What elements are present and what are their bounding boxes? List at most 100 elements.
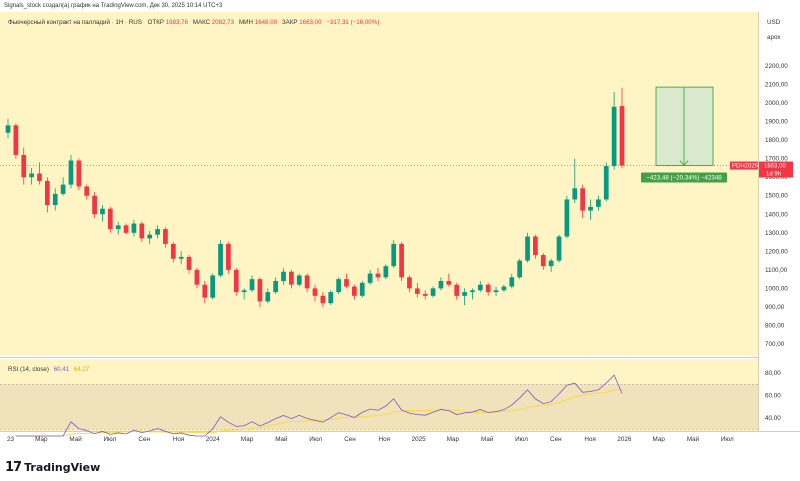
candle-body bbox=[501, 286, 507, 291]
time-tick-label: Ноя bbox=[379, 436, 390, 443]
price-tick-label: 1800,00 bbox=[765, 137, 788, 144]
candle-body bbox=[218, 243, 223, 276]
candle-body bbox=[588, 206, 593, 211]
price-tick-label: 1000,00 bbox=[765, 285, 788, 292]
time-tick-label: Мар bbox=[653, 436, 666, 443]
tradingview-logo-icon: 17 bbox=[5, 459, 22, 475]
candle-body bbox=[178, 256, 184, 259]
price-tick-label: 800,00 bbox=[765, 322, 785, 329]
candle-body bbox=[485, 284, 491, 293]
candle-body bbox=[422, 293, 428, 296]
candle-body bbox=[509, 277, 515, 287]
candle-body bbox=[580, 188, 586, 211]
legend-close-value: 1663,00 bbox=[299, 19, 322, 26]
legend-symbol: Фьючерсный контракт на палладий · 1Н · R… bbox=[8, 19, 142, 26]
candle-body bbox=[29, 173, 34, 178]
candle-body bbox=[391, 243, 397, 267]
time-tick-label: 2025 bbox=[412, 436, 427, 443]
candle-body bbox=[257, 279, 263, 302]
tradingview-branding[interactable]: 17 TradingView bbox=[5, 459, 100, 475]
candle-body bbox=[320, 295, 326, 304]
rsi-band bbox=[0, 384, 758, 430]
time-tick-label: Май bbox=[275, 435, 288, 443]
price-tick-label: 1100,00 bbox=[765, 267, 788, 274]
time-tick-label: Май bbox=[481, 435, 494, 443]
candle-body bbox=[155, 229, 160, 235]
candle-body bbox=[226, 243, 231, 270]
time-tick-label: Сен bbox=[344, 436, 356, 443]
time-tick-label: Сен bbox=[550, 436, 562, 443]
time-tick-label: Мар bbox=[35, 436, 48, 443]
rsi-value2: 64,27 bbox=[74, 366, 90, 373]
time-tick-label: Сен bbox=[138, 436, 150, 443]
candle-body bbox=[619, 106, 625, 166]
candle-body bbox=[414, 288, 420, 294]
candle-body bbox=[572, 188, 578, 200]
candle-body bbox=[163, 229, 168, 244]
symbol-badge-bg bbox=[730, 161, 758, 170]
candle-body bbox=[233, 269, 239, 293]
candle-body bbox=[241, 290, 247, 293]
candle-body bbox=[76, 160, 82, 187]
time-tick-label: Июл bbox=[104, 436, 117, 443]
chart-area[interactable]: Фьючерсный контракт на палладий · 1Н · R… bbox=[0, 12, 800, 444]
candle-body bbox=[44, 180, 50, 205]
candle-body bbox=[603, 166, 609, 200]
candle-body bbox=[533, 236, 538, 256]
candle-body bbox=[470, 290, 475, 293]
legend-low-label: МИН bbox=[239, 19, 253, 26]
candle-body bbox=[115, 225, 121, 230]
candle-body bbox=[92, 195, 97, 215]
candle-body bbox=[493, 290, 499, 293]
candle-body bbox=[186, 256, 192, 270]
price-tick-label: 1500,00 bbox=[765, 193, 788, 200]
legend-high-value: 2082,73 bbox=[212, 19, 235, 26]
currency-label[interactable]: USD bbox=[767, 19, 781, 26]
candle-body bbox=[548, 260, 554, 267]
candle-body bbox=[265, 292, 271, 302]
time-tick-label: 2024 bbox=[206, 436, 221, 443]
candle-body bbox=[296, 275, 302, 285]
candle-body bbox=[100, 208, 105, 215]
candle-body bbox=[540, 255, 546, 267]
unit-label[interactable]: арох bbox=[767, 34, 781, 41]
price-tick-label: 1900,00 bbox=[765, 119, 788, 126]
candle-body bbox=[147, 234, 153, 239]
candle-body bbox=[13, 125, 19, 155]
candle-body bbox=[202, 284, 208, 298]
candle-body bbox=[328, 292, 334, 304]
candle-body bbox=[37, 173, 42, 181]
candle-body bbox=[123, 225, 129, 233]
price-tick-label: 1700,00 bbox=[765, 156, 788, 163]
symbol-badge: PDH2026 bbox=[732, 164, 759, 170]
rsi-ma-line bbox=[15, 388, 623, 437]
tradingview-logo-text: TradingView bbox=[24, 460, 101, 474]
candles bbox=[5, 87, 625, 307]
time-tick-label: Ноя bbox=[584, 436, 595, 443]
price-badge-bg bbox=[759, 161, 793, 178]
legend-change: −317,31 (−16,00%) bbox=[326, 19, 379, 26]
candle-body bbox=[194, 269, 200, 285]
candle-body bbox=[351, 286, 357, 296]
rsi-value1: 60,41 bbox=[54, 366, 70, 373]
time-tick-label: Май bbox=[687, 435, 700, 443]
legend-low-value: 1648,00 bbox=[255, 19, 278, 26]
candle-body bbox=[454, 284, 460, 296]
candle-body bbox=[375, 273, 381, 278]
candle-body bbox=[273, 280, 279, 293]
candle-body bbox=[312, 288, 318, 296]
candle-body bbox=[139, 223, 145, 239]
candle-body bbox=[556, 236, 562, 261]
candle-body bbox=[367, 273, 373, 283]
candle-body bbox=[304, 275, 310, 289]
rsi-tick-label: 60,00 bbox=[765, 393, 781, 400]
candle-body bbox=[84, 186, 90, 196]
legend-close-label: ЗАКР bbox=[282, 19, 298, 26]
price-tick-label: 900,00 bbox=[765, 304, 785, 311]
rsi-ticks: 80,00 60,00 40,00 bbox=[765, 370, 781, 422]
legend-open-value: 1983,76 bbox=[166, 19, 189, 26]
time-tick-label: Ноя bbox=[173, 436, 184, 443]
candle-body bbox=[517, 260, 523, 278]
price-tick-label: 1600,00 bbox=[765, 174, 788, 181]
rsi-tick-label: 40,00 bbox=[765, 415, 781, 422]
